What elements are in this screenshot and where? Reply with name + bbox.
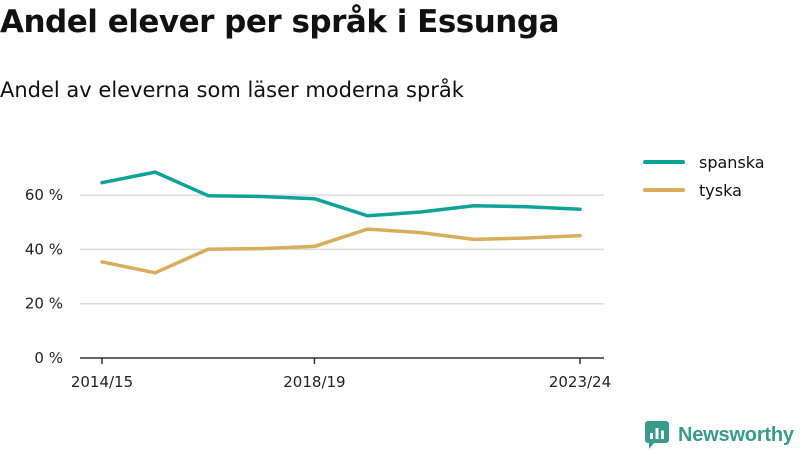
y-tick-label: 20 % [25,295,63,313]
x-tick-label: 2014/15 [71,373,133,391]
y-axis: 0 % 20 % 40 % 60 % [25,186,63,367]
newsworthy-logo: Newsworthy [644,420,794,450]
legend-swatch-spanska [643,160,685,164]
legend-item-spanska: spanska [643,148,765,176]
legend: spanska tyska [643,148,765,204]
series-line-tyska [100,227,582,275]
legend-label-spanska: spanska [699,152,765,172]
x-tick-label: 2023/24 [549,373,611,391]
y-tick-label: 0 % [34,349,63,367]
x-tick-label: 2018/19 [283,373,345,391]
y-tick-label: 40 % [25,240,63,258]
series-line-spanska [100,170,582,218]
legend-label-tyska: tyska [699,180,742,200]
legend-item-tyska: tyska [643,176,765,204]
x-axis: 2014/15 2018/19 2023/24 [71,357,611,391]
newsworthy-logo-icon [645,421,669,449]
grid-lines [80,194,604,305]
chart-subtitle: Andel av eleverna som läser moderna språ… [0,78,464,102]
chart-title: Andel elever per språk i Essunga [0,4,559,40]
newsworthy-logo-text: Newsworthy [678,423,794,446]
series-lines [100,170,582,275]
legend-swatch-tyska [643,188,685,192]
y-tick-label: 60 % [25,186,63,204]
